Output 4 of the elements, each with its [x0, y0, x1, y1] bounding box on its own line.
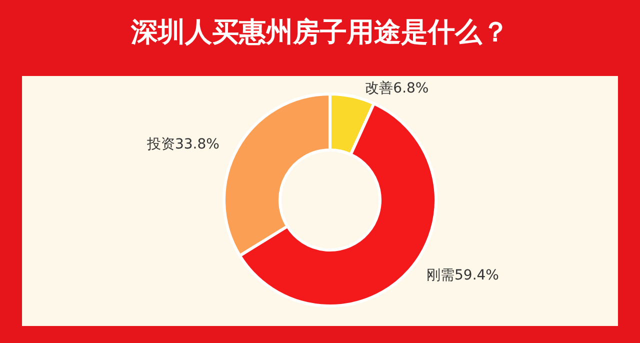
slice-label: 刚需59.4%: [426, 267, 499, 284]
slice-label: 改善6.8%: [365, 80, 429, 97]
chart-title: 深圳人买惠州房子用途是什么？: [130, 17, 509, 48]
slice-label: 投资33.8%: [146, 136, 220, 152]
